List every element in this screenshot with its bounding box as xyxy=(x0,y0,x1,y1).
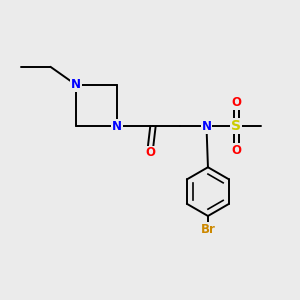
Text: N: N xyxy=(71,78,81,91)
Text: O: O xyxy=(231,96,241,109)
Text: O: O xyxy=(145,146,155,160)
Text: O: O xyxy=(231,143,241,157)
Text: S: S xyxy=(231,119,241,133)
Text: N: N xyxy=(202,120,212,133)
Text: Br: Br xyxy=(200,223,215,236)
Text: N: N xyxy=(112,120,122,133)
